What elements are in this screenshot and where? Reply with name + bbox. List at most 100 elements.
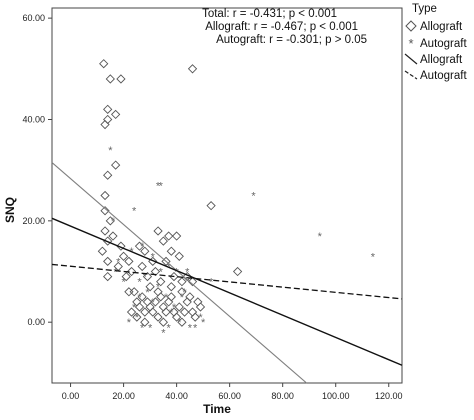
autograft-point: * xyxy=(161,327,166,339)
allograft-point xyxy=(140,246,150,256)
allograft-point xyxy=(142,271,153,282)
allograft-point xyxy=(177,277,187,287)
x-tick-label: 0.00 xyxy=(62,391,80,401)
autograft-point: * xyxy=(164,292,169,304)
allograft-point xyxy=(126,266,137,277)
autograft-point: * xyxy=(318,231,323,243)
allograft-point xyxy=(166,292,176,302)
legend: Type Allograft * Autograft Allograft Aut… xyxy=(404,3,467,82)
allograft-point xyxy=(100,226,110,236)
allograft-point xyxy=(156,277,166,287)
allograft-point xyxy=(206,200,216,211)
autograft-point: * xyxy=(140,322,145,334)
allograft-point xyxy=(103,104,113,114)
stats-autograft: Autograft: r = -0.301; p > 0.05 xyxy=(216,34,367,46)
legend-item-autograft-marker: * Autograft xyxy=(408,36,467,51)
autograft-point: * xyxy=(371,251,376,263)
allograft-point xyxy=(153,226,163,236)
fit-line-total xyxy=(51,217,403,366)
allograft-point xyxy=(174,251,184,261)
dashed-line-icon xyxy=(404,70,418,80)
y-tick-label: 20.00 xyxy=(22,216,45,226)
stats-total: Total: r = -0.431; p < 0.001 xyxy=(202,8,337,20)
allograft-point xyxy=(166,282,176,292)
allograft-point xyxy=(99,59,109,69)
x-tick-label: 20.00 xyxy=(112,391,135,401)
allograft-point xyxy=(116,241,126,251)
allograft-point xyxy=(164,231,174,241)
allograft-point xyxy=(110,109,121,120)
allograft-point xyxy=(153,287,163,297)
autograft-point: * xyxy=(148,322,153,334)
stats-allograft: Allograft: r = -0.467; p < 0.001 xyxy=(205,21,358,33)
autograft-point: * xyxy=(132,302,137,314)
allograft-point xyxy=(134,302,145,312)
autograft-point: * xyxy=(185,267,190,279)
allograft-point xyxy=(161,307,171,317)
autograft-point: * xyxy=(156,180,161,192)
allograft-point xyxy=(150,297,161,307)
y-tick-label: 40.00 xyxy=(22,114,45,124)
allograft-point xyxy=(105,216,115,226)
autograft-point: * xyxy=(159,180,164,192)
x-tick-label: 80.00 xyxy=(271,391,294,401)
autograft-point: * xyxy=(137,277,142,289)
allograft-point xyxy=(177,317,187,327)
allograft-point xyxy=(187,277,198,287)
autograft-point: * xyxy=(174,267,179,279)
autograft-point: * xyxy=(180,292,185,304)
allograft-point xyxy=(105,74,115,84)
allograft-point xyxy=(121,271,131,282)
allograft-point xyxy=(100,206,110,216)
allograft-point xyxy=(108,231,118,241)
allograft-point xyxy=(174,302,184,312)
x-tick-label: 40.00 xyxy=(165,391,188,401)
asterisk-icon: * xyxy=(408,36,413,51)
autograft-point: * xyxy=(172,302,177,314)
allograft-point xyxy=(103,114,113,125)
autograft-point: * xyxy=(137,292,142,304)
diamond-icon xyxy=(405,20,417,32)
autograft-point: * xyxy=(143,272,148,284)
allograft-point xyxy=(126,307,137,317)
allograft-point xyxy=(179,307,190,317)
allograft-point xyxy=(158,317,169,327)
legend-item-autograft-line: Autograft xyxy=(404,70,467,82)
allograft-point xyxy=(161,256,171,267)
autograft-point: * xyxy=(151,251,156,263)
allograft-point xyxy=(129,287,139,297)
allograft-point xyxy=(140,317,150,327)
allograft-point xyxy=(190,312,200,322)
allograft-point xyxy=(118,251,129,261)
allograft-point xyxy=(132,312,142,322)
allograft-point xyxy=(153,312,163,322)
legend-label-autograft-marker: Autograft xyxy=(420,38,467,50)
autograft-point: * xyxy=(251,191,256,203)
fit-line-autograft xyxy=(51,263,403,300)
autograft-point: * xyxy=(156,282,161,294)
autograft-point: * xyxy=(140,241,145,253)
allograft-point xyxy=(137,292,147,302)
legend-label-autograft-line: Autograft xyxy=(420,70,467,82)
solid-line-icon xyxy=(404,53,418,65)
allograft-point xyxy=(110,160,121,170)
plot-area xyxy=(51,7,403,384)
autograft-point: * xyxy=(159,267,164,279)
allograft-point xyxy=(185,292,195,302)
x-tick-label: 100.00 xyxy=(322,391,350,401)
allograft-point xyxy=(103,271,113,282)
autograft-point: * xyxy=(169,307,174,319)
legend-title: Type xyxy=(412,3,437,15)
autograft-point: * xyxy=(127,317,132,329)
allograft-point xyxy=(100,190,110,201)
allograft-point xyxy=(103,170,113,180)
allograft-point xyxy=(182,271,192,282)
allograft-point xyxy=(134,241,145,251)
allograft-point xyxy=(124,256,134,267)
allograft-point xyxy=(103,256,113,267)
allograft-point xyxy=(169,271,179,282)
allograft-point xyxy=(148,307,158,317)
autograft-point: * xyxy=(113,267,118,279)
